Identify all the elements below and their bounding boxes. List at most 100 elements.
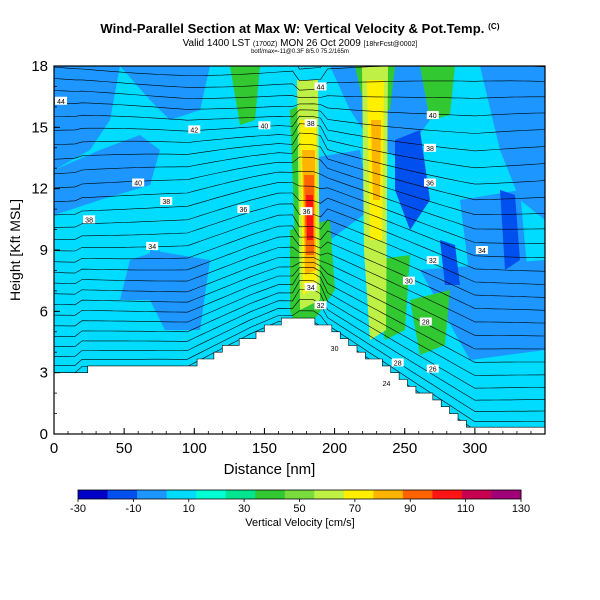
colorbar-swatch: [402, 490, 433, 499]
contour-label: 28: [391, 358, 404, 367]
contour-label-text: 34: [478, 248, 486, 255]
colorbar-swatch: [137, 490, 168, 499]
y-tick-label: 18: [31, 58, 48, 75]
contour-label-bg: [391, 358, 404, 367]
contour-label: 40: [258, 121, 271, 130]
colorbar-swatch: [166, 490, 197, 499]
contour-line: [54, 192, 545, 258]
contour-label-bg: [402, 276, 415, 285]
colorbar-tick-label: 90: [404, 503, 416, 515]
contour-line: [54, 115, 545, 152]
contour-label: 36: [423, 178, 436, 188]
colorbar-swatch: [343, 490, 374, 499]
contour-label-bg: [314, 82, 327, 91]
contour-label-text: 34: [148, 244, 156, 251]
contour-line: [54, 310, 545, 423]
contour-label-text: 30: [331, 346, 339, 353]
y-tick-label: 0: [40, 426, 48, 443]
contour-label-bg: [426, 364, 439, 373]
contour-line: [54, 256, 545, 337]
contour-line: [54, 66, 545, 82]
isentrope-contours: [54, 66, 545, 431]
colorbar-swatch: [373, 490, 404, 499]
colorbar-swatch: [255, 490, 286, 499]
contour-label-text: 24: [383, 381, 391, 388]
contour-line: [54, 267, 545, 363]
field-patch-blue: [54, 135, 160, 215]
y-tick-label: 12: [31, 181, 48, 198]
colorbar-swatch: [225, 490, 256, 499]
contour-label: 38: [83, 215, 96, 224]
contour-label-text: 34: [307, 285, 315, 292]
contour-label-text: 44: [57, 99, 65, 106]
contour-label-bg: [304, 119, 317, 128]
contour-line: [54, 102, 545, 117]
contour-label: 42: [188, 125, 201, 134]
x-tick-label: 300: [462, 440, 487, 457]
contour-label-bg: [55, 96, 68, 105]
contour-label: 36: [237, 205, 250, 214]
contour-label: 44: [314, 82, 327, 91]
contour-label-text: 42: [190, 127, 198, 134]
contour-label: 30: [402, 276, 415, 286]
colorbar-swatch: [461, 490, 492, 499]
colorbar-tick-label: 130: [512, 503, 530, 515]
contour-label-text: 28: [394, 360, 402, 367]
contour-line: [54, 273, 545, 376]
contour-label-bg: [237, 205, 250, 214]
contour-line: [54, 203, 545, 272]
contour-label-bg: [300, 207, 313, 216]
contour-label-text: 36: [239, 207, 247, 214]
y-axis-label: Height [Kft MSL]: [7, 199, 23, 301]
terrain-mask: [54, 317, 545, 434]
contour-label-text: 44: [317, 84, 325, 91]
colorbar-tick-label: 110: [457, 503, 475, 515]
contour-label-bg: [304, 282, 317, 291]
contour-line: [54, 182, 545, 244]
colorbar-tick-label: 50: [293, 503, 305, 515]
contour-label: 38: [160, 196, 173, 206]
contour-line: [54, 236, 545, 311]
x-tick-label: 200: [322, 440, 347, 457]
contour-label: 28: [419, 317, 432, 327]
colorbar-tick-label: -10: [125, 503, 141, 515]
y-tick-label: 6: [40, 303, 48, 320]
contour-line: [54, 214, 545, 285]
contour-label-text: 38: [85, 217, 93, 224]
y-tick-label: 9: [40, 242, 48, 259]
contour-line: [54, 299, 545, 412]
contour-label-text: 40: [429, 113, 437, 120]
contour-label-text: 40: [261, 123, 269, 130]
contour-label-bg: [258, 121, 271, 130]
colorbar-tick-label: 70: [349, 503, 361, 515]
colorbar: -30 -10 10 30 50 70 90 110 130: [70, 489, 530, 515]
contour-label-text: 32: [317, 303, 325, 310]
contour-label-text: 36: [426, 181, 434, 188]
contour-label: 24: [380, 378, 393, 388]
colorbar-swatch: [78, 490, 109, 499]
contour-label-bg: [475, 246, 488, 254]
contour-label-bg: [380, 378, 393, 387]
contour-line: [54, 280, 545, 389]
contour-label-text: 38: [162, 199, 170, 206]
contour-label-bg: [423, 178, 436, 187]
x-tick-label: 50: [116, 440, 133, 457]
colorbar-swatch: [314, 490, 345, 499]
contour-label-bg: [188, 125, 201, 134]
contour-label-text: 38: [307, 121, 315, 128]
contour-label: 30: [328, 344, 341, 353]
colorbar-tick-label: 30: [238, 503, 250, 515]
contour-label-text: 32: [429, 258, 437, 265]
contour-label-text: 38: [426, 146, 434, 153]
contour-label: 34: [304, 282, 317, 292]
contour-label-bg: [423, 143, 436, 152]
contour-label-bg: [132, 178, 145, 187]
contour-line: [54, 90, 545, 99]
y-tick-label: 15: [31, 119, 48, 136]
contour-label: 26: [426, 364, 439, 374]
x-tick-label: 100: [182, 440, 207, 457]
contour-line: [54, 109, 545, 134]
contour-line: [54, 143, 545, 201]
chart-subtitle: Valid 1400 LST (1700Z) MON 26 Oct 2009 […: [182, 38, 418, 49]
